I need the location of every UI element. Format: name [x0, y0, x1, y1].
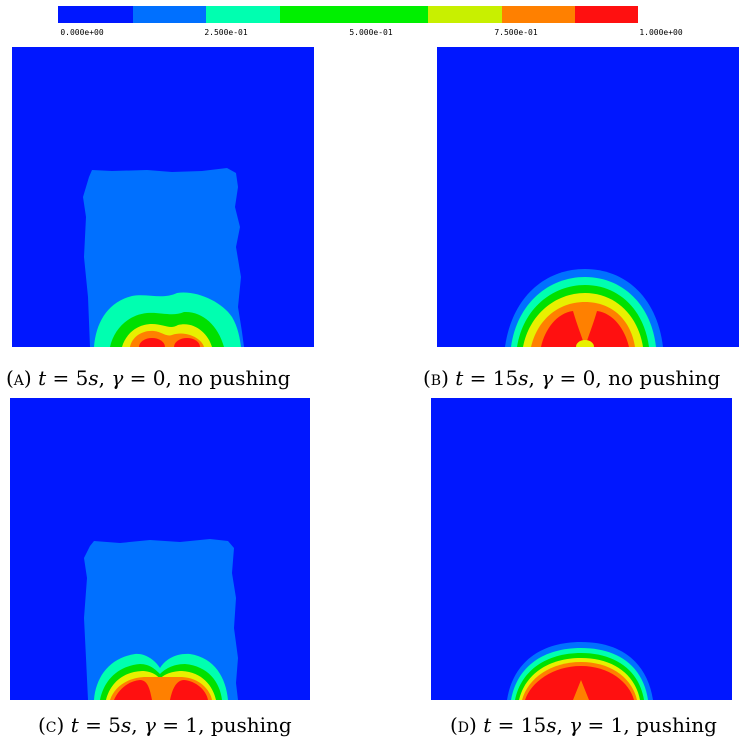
contour-level-yellow [576, 340, 594, 347]
caption-t-value: 5 [108, 713, 121, 737]
caption-mode: pushing [210, 713, 292, 737]
caption-mode: no pushing [178, 366, 291, 390]
panel-b-plot [437, 47, 739, 347]
contour-level-red [541, 311, 629, 347]
contour-level-red [139, 338, 165, 347]
colorbar-tick-label: 7.500e-01 [494, 28, 538, 37]
panel-a-plot [12, 47, 314, 347]
colorbar-segment [58, 6, 133, 23]
colorbar-tick-label: 5.000e-01 [349, 28, 393, 37]
contour-level-red [114, 680, 152, 700]
colorbar-segment [206, 6, 280, 23]
colorbar-tick-label: 0.000e+00 [60, 28, 104, 37]
colorbar-tick-label: 2.500e-01 [204, 28, 248, 37]
caption-tag: (b) [423, 366, 449, 390]
colorbar-tick-label: 1.000e+00 [639, 28, 683, 37]
caption-mode: no pushing [608, 366, 721, 390]
contour-level-red [525, 666, 634, 700]
caption-d: (d) t = 15s, γ = 1, pushing [450, 713, 717, 737]
colorbar-segment [280, 6, 428, 23]
caption-t-value: 15 [492, 366, 519, 390]
caption-gamma-value: 1 [610, 713, 624, 737]
caption-tag: (d) [450, 713, 477, 737]
caption-t-value: 5 [75, 366, 89, 390]
colorbar [58, 6, 638, 23]
caption-mode: pushing [636, 713, 717, 737]
contour-level-red [174, 338, 200, 347]
panel-d-contour [431, 398, 732, 700]
caption-a: (a) t = 5s, γ = 0, no pushing [6, 366, 291, 390]
caption-t-value: 15 [520, 713, 547, 737]
panel-c-plot [10, 398, 310, 700]
panel-a-contour [12, 47, 314, 347]
panel-d-plot [431, 398, 732, 700]
caption-tag: (a) [6, 366, 32, 390]
colorbar-segment [575, 6, 638, 23]
colorbar-ticks: 0.000e+00 2.500e-01 5.000e-01 7.500e-01 … [0, 28, 752, 40]
colorbar-segment [428, 6, 502, 23]
contour-level-orange [573, 680, 589, 700]
caption-gamma-value: 1 [185, 713, 199, 737]
colorbar-segment [133, 6, 206, 23]
caption-c: (c) t = 5s, γ = 1, pushing [38, 713, 292, 737]
caption-b: (b) t = 15s, γ = 0, no pushing [423, 366, 721, 390]
panel-c-contour [10, 398, 310, 700]
caption-gamma-value: 0 [152, 366, 166, 390]
contour-level-red [170, 680, 208, 700]
panel-b-contour [437, 47, 739, 347]
caption-tag: (c) [38, 713, 65, 737]
caption-gamma-value: 0 [582, 366, 596, 390]
colorbar-segment [502, 6, 575, 23]
